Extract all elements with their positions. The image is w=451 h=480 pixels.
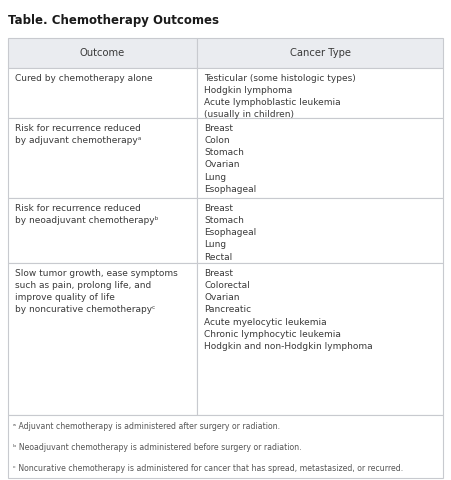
Text: ᵃ Adjuvant chemotherapy is administered after surgery or radiation.: ᵃ Adjuvant chemotherapy is administered …	[13, 422, 280, 431]
Bar	[8, 198, 197, 263]
Bar	[197, 38, 443, 68]
Text: Breast
Stomach
Esophageal
Lung
Rectal: Breast Stomach Esophageal Lung Rectal	[204, 204, 257, 262]
Bar	[197, 263, 443, 415]
Text: Risk for recurrence reduced
by adjuvant chemotherapyᵃ: Risk for recurrence reduced by adjuvant …	[15, 124, 141, 145]
Text: Testicular (some histologic types)
Hodgkin lymphoma
Acute lymphoblastic leukemia: Testicular (some histologic types) Hodgk…	[204, 74, 356, 120]
Bar	[8, 118, 197, 198]
Bar	[197, 198, 443, 263]
Bar	[8, 38, 197, 68]
Bar	[197, 68, 443, 118]
Text: Outcome: Outcome	[80, 48, 125, 58]
Text: Cured by chemotherapy alone: Cured by chemotherapy alone	[15, 74, 152, 83]
Text: ᵇ Neoadjuvant chemotherapy is administered before surgery or radiation.: ᵇ Neoadjuvant chemotherapy is administer…	[13, 443, 302, 452]
Text: Cancer Type: Cancer Type	[290, 48, 350, 58]
Bar	[197, 118, 443, 198]
Bar	[8, 68, 197, 118]
Text: Risk for recurrence reduced
by neoadjuvant chemotherapyᵇ: Risk for recurrence reduced by neoadjuva…	[15, 204, 158, 225]
Bar	[8, 263, 197, 415]
Text: Slow tumor growth, ease symptoms
such as pain, prolong life, and
improve quality: Slow tumor growth, ease symptoms such as…	[15, 269, 178, 314]
Text: Breast
Colorectal
Ovarian
Pancreatic
Acute myelocytic leukemia
Chronic lymphocyt: Breast Colorectal Ovarian Pancreatic Acu…	[204, 269, 373, 351]
Text: Breast
Colon
Stomach
Ovarian
Lung
Esophageal: Breast Colon Stomach Ovarian Lung Esopha…	[204, 124, 257, 194]
Bar	[8, 415, 443, 478]
Text: Table. Chemotherapy Outcomes: Table. Chemotherapy Outcomes	[8, 14, 219, 27]
Text: ᶜ Noncurative chemotherapy is administered for cancer that has spread, metastasi: ᶜ Noncurative chemotherapy is administer…	[13, 464, 403, 473]
